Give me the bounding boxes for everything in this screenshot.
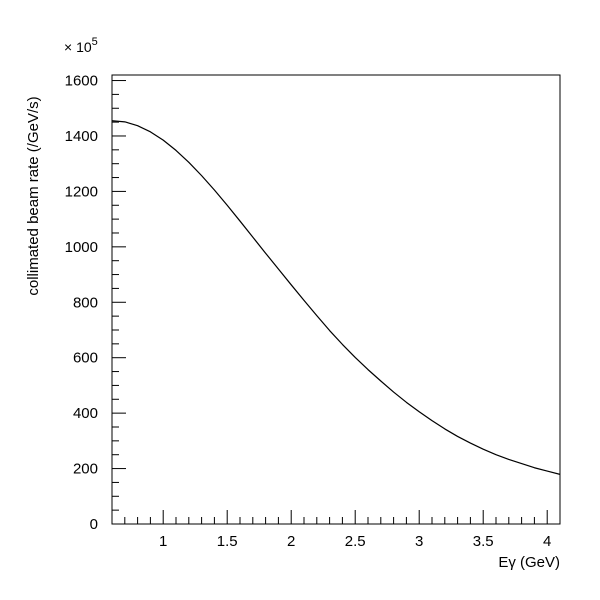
y-multiplier-base: × 10: [64, 39, 92, 55]
y-tick-label: 400: [73, 405, 98, 422]
y-tick-label: 1400: [65, 128, 98, 145]
y-tick-label: 200: [73, 461, 98, 478]
x-tick-label: 1.5: [217, 533, 238, 550]
y-multiplier-label: × 105: [64, 36, 98, 55]
y-tick-label: 800: [73, 294, 98, 311]
x-tick-label: 4: [543, 533, 551, 550]
series-layer: [111, 120, 561, 475]
x-tick-label: 1: [159, 533, 167, 550]
y-tick-label: 1200: [65, 183, 98, 200]
x-axis-title: Eγ (GeV): [498, 554, 560, 571]
y-tick-label: 600: [73, 350, 98, 367]
axis-ticks: [111, 80, 561, 525]
y-tick-label: 1000: [65, 239, 98, 256]
plot-frame: [111, 74, 561, 525]
x-tick-label: 2: [287, 533, 295, 550]
x-tick-label: 3.5: [473, 533, 494, 550]
axis-tick-labels: 1 1.5 2 2.5 3 3.5 4 0 200 400 600 800 1000 1200 1400 16…: [65, 73, 552, 550]
y-multiplier-exponent: 5: [92, 36, 98, 48]
x-tick-label: 3: [415, 533, 423, 550]
y-tick-label: 0: [90, 516, 98, 533]
y-tick-label: 1600: [65, 73, 98, 90]
x-tick-label: 2.5: [345, 533, 366, 550]
y-axis-title: collimated beam rate (/GeV/s): [25, 96, 42, 295]
series-line: [111, 120, 561, 475]
